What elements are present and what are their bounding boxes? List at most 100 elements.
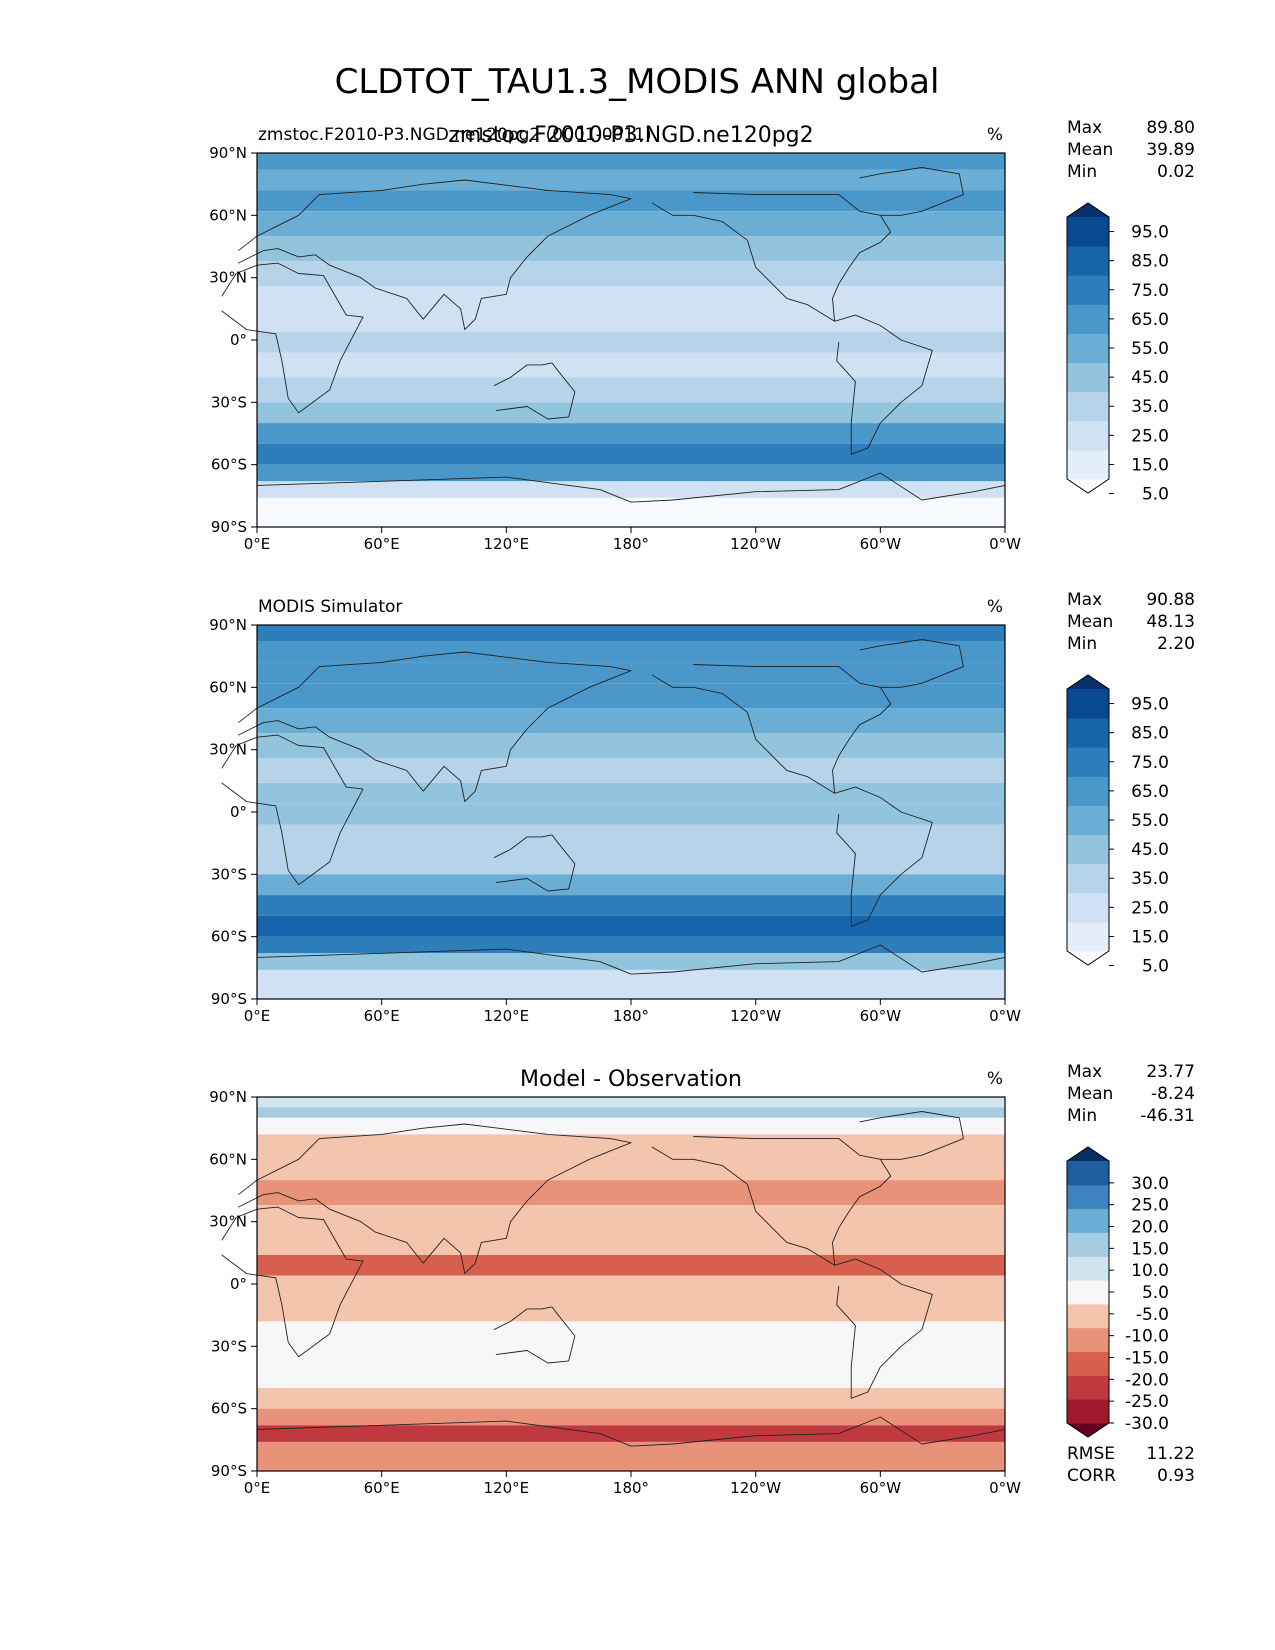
coastline-path: [859, 639, 964, 688]
colorbar-tick-label: -30.0: [1125, 1414, 1169, 1434]
map-band: [257, 481, 1005, 498]
coastline-path: [238, 1123, 632, 1275]
stat-value: 48.13: [1146, 612, 1195, 632]
map-band: [257, 1107, 1005, 1118]
colorbar-tick-label: 65.0: [1131, 310, 1169, 330]
y-tick-label: 30°S: [211, 1337, 247, 1355]
map-band: [257, 464, 1005, 482]
map-band: [257, 402, 1005, 424]
colorbar-outline: [1066, 202, 1110, 494]
map-band: [257, 782, 1005, 804]
extra-stat-name: CORR: [1067, 1466, 1116, 1486]
map-band: [257, 236, 1005, 262]
x-tick-label: 0°E: [244, 1479, 271, 1497]
map-band: [257, 1296, 1005, 1322]
map-band: [257, 1097, 1005, 1108]
colorbar-cell: [1067, 1184, 1109, 1210]
map-band: [257, 1254, 1005, 1276]
coastline-path: [221, 734, 364, 886]
coastlines: [221, 639, 1006, 975]
map-band: [257, 757, 1005, 783]
colorbar-extend-bottom: [1067, 479, 1109, 493]
colorbar-cell: [1067, 1208, 1109, 1233]
colorbar-cell: [1067, 391, 1109, 422]
colorbar-extend-bottom: [1067, 1423, 1109, 1437]
stat-value: 89.80: [1146, 118, 1195, 138]
colorbar-cell: [1067, 246, 1109, 276]
stat-name: Min: [1067, 634, 1097, 654]
colorbar-tick-label: 20.0: [1131, 1218, 1169, 1238]
x-tick-label: 0°E: [244, 535, 271, 553]
map-band: [257, 352, 1005, 378]
map-band: [257, 733, 1005, 758]
coastlines: [221, 1111, 1006, 1447]
stat-value: -8.24: [1151, 1084, 1195, 1104]
extra-stat-value: 11.22: [1146, 1444, 1195, 1464]
colorbar-tick-label: -20.0: [1125, 1370, 1169, 1390]
panel-left-label: MODIS Simulator: [258, 597, 402, 617]
colorbar-cell: [1067, 1161, 1109, 1186]
colorbar-cell: [1067, 1351, 1109, 1376]
colorbar-tick-label: 55.0: [1131, 339, 1169, 359]
x-tick-label: 0°W: [989, 1479, 1021, 1497]
colorbar-cell: [1067, 863, 1109, 894]
map-band: [257, 1117, 1005, 1135]
y-tick-label: 0°: [230, 803, 247, 821]
stat-name: Max: [1067, 118, 1102, 138]
colorbar-cell: [1067, 304, 1109, 334]
coastline-path: [859, 1111, 964, 1160]
colorbar-tick-label: 5.0: [1142, 957, 1169, 977]
colorbar-tick-label: -25.0: [1125, 1392, 1169, 1412]
colorbar-cell: [1067, 449, 1109, 480]
colorbar-cell: [1067, 776, 1109, 806]
colorbar-tick-label: 35.0: [1131, 397, 1169, 417]
colorbar-tick-label: 45.0: [1131, 840, 1169, 860]
y-tick-label: 90°S: [211, 518, 247, 536]
colorbar-outline: [1066, 674, 1110, 966]
stat-value: 23.77: [1146, 1062, 1195, 1082]
y-tick-label: 30°N: [209, 269, 247, 287]
colorbar-cell: [1067, 834, 1109, 865]
stat-name: Mean: [1067, 1084, 1113, 1104]
colorbar-cell: [1067, 420, 1109, 451]
coastline-path: [238, 179, 632, 331]
colorbar-tick-label: 25.0: [1131, 1196, 1169, 1216]
coastline-path: [651, 1136, 892, 1266]
colorbar-cell: [1067, 1399, 1109, 1424]
map-band: [257, 1229, 1005, 1255]
x-tick-label: 120°E: [484, 1479, 530, 1497]
colorbar-cell: [1067, 1327, 1109, 1353]
map-band: [257, 874, 1005, 896]
colorbar-cell: [1067, 689, 1109, 719]
x-tick-label: 180°: [613, 535, 649, 553]
colorbar-cell: [1067, 747, 1109, 777]
y-tick-label: 90°N: [209, 1088, 247, 1106]
coastline-path: [221, 1206, 364, 1358]
map-band: [257, 1346, 1005, 1368]
coastline-path: [834, 786, 933, 927]
coastlines: [221, 167, 1006, 503]
colorbar-cell: [1067, 217, 1109, 247]
map-band: [257, 1425, 1005, 1442]
x-tick-label: 120°E: [484, 1007, 530, 1025]
x-tick-label: 60°W: [860, 1479, 902, 1497]
map-band: [257, 443, 1005, 465]
map-band: [257, 915, 1005, 937]
colorbar-tick-label: 35.0: [1131, 869, 1169, 889]
colorbar-extend-bottom: [1067, 951, 1109, 965]
coastline-path: [256, 1416, 1006, 1447]
map-panel-reference: 0°E 60°E 120°E 180° 120°W 60°W 0°W 90°N 60°N 30°N…: [209, 590, 1195, 1025]
colorbar-tick-label: 5.0: [1142, 485, 1169, 505]
map-band: [257, 331, 1005, 353]
map-band: [257, 641, 1005, 663]
x-tick-label: 180°: [613, 1007, 649, 1025]
y-tick-label: 60°S: [211, 928, 247, 946]
colorbar-extend-top: [1067, 1147, 1109, 1161]
colorbar-tick-label: 10.0: [1131, 1261, 1169, 1281]
colorbar-tick-label: 15.0: [1131, 927, 1169, 947]
map-band: [257, 1321, 1005, 1347]
stat-name: Mean: [1067, 612, 1113, 632]
colorbar-tick-label: -5.0: [1136, 1305, 1169, 1325]
map-band: [257, 497, 1005, 527]
